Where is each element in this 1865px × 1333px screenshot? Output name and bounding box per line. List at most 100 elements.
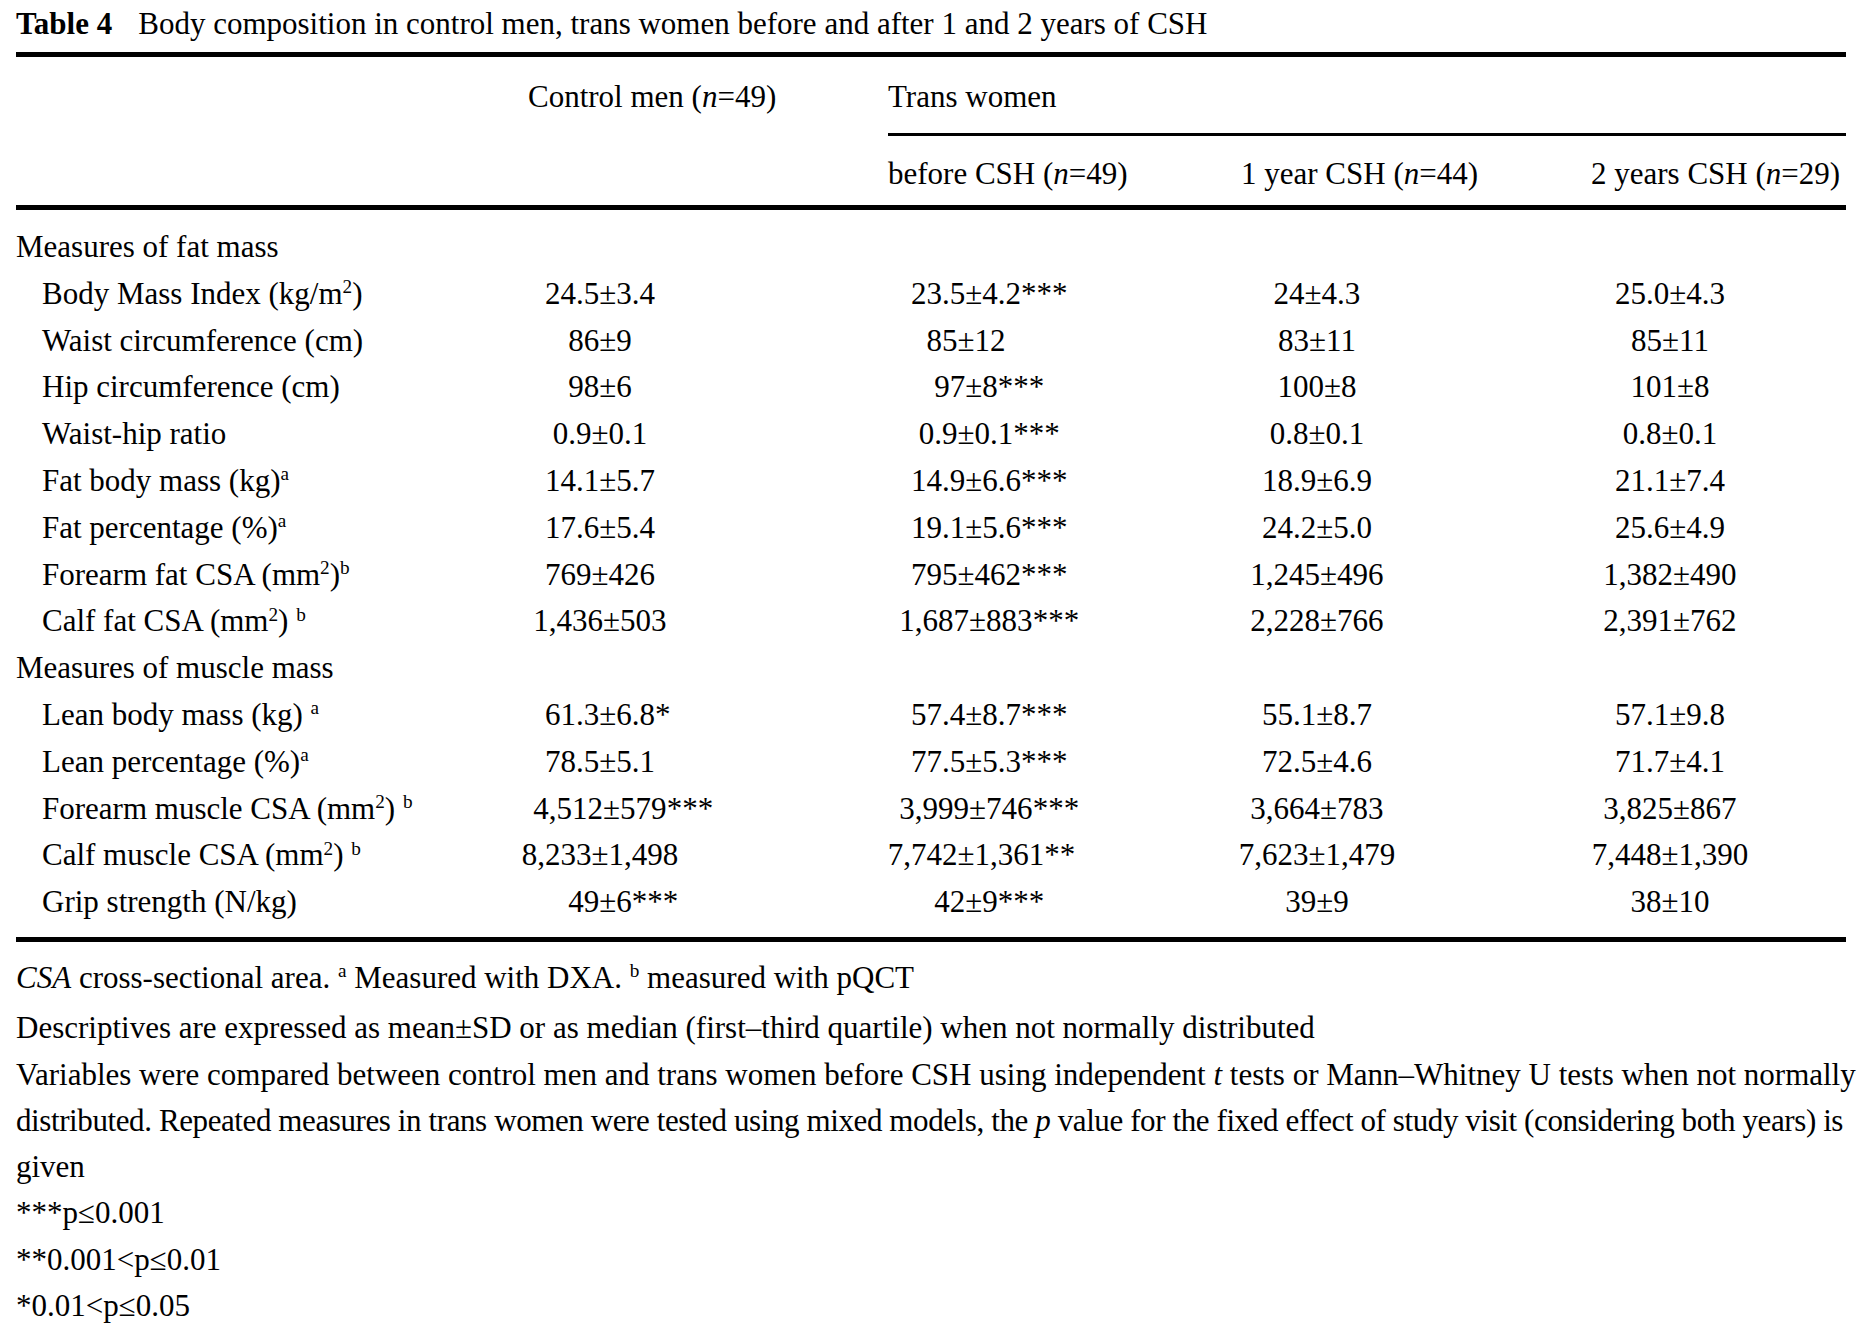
text-segment: =49) [1069, 156, 1128, 191]
table-row: Waist circumference (cm) 86±9 85±12 83±11 85… [0, 318, 1865, 365]
italic-text: n [702, 79, 718, 114]
value: 1,687±883 [899, 603, 1032, 638]
column-group-header-trans-women: Trans women [888, 74, 1057, 121]
value: 1,436±503 [533, 603, 666, 638]
value: 0.8±0.1 [1270, 416, 1365, 451]
value-cell: 7,742±1,361** [816, 832, 1116, 879]
table-caption: Table 4Body composition in control men, … [16, 1, 1207, 47]
value: 7,448±1,390 [1592, 837, 1749, 872]
value-cell: 7,623±1,479 [1167, 832, 1467, 879]
value-cell: 2,228±766 [1167, 598, 1467, 645]
value: 25.6±4.9 [1615, 510, 1725, 545]
text-segment: measured with pQCT [639, 960, 914, 995]
text-segment: value for the fixed effect of study visi… [1050, 1103, 1843, 1138]
text-segment: ) [352, 276, 362, 311]
value: 14.1±5.7 [545, 463, 655, 498]
value: 78.5±5.1 [545, 744, 655, 779]
text-segment: Variables were compared between control … [16, 1057, 1213, 1092]
value-cell: 57.1±9.8 [1520, 692, 1820, 739]
rule-top [16, 52, 1846, 57]
text-segment: =29) [1781, 156, 1840, 191]
value: 24±4.3 [1274, 276, 1361, 311]
value-cell: 14.1±5.7 [450, 458, 750, 505]
italic-text: CSA [16, 960, 71, 995]
text-segment: 2 years CSH ( [1591, 156, 1766, 191]
value-cell: 71.7±4.1 [1520, 739, 1820, 786]
value: 17.6±5.4 [545, 510, 655, 545]
value: 8,233±1,498 [522, 837, 679, 872]
value: 57.4±8.7 [911, 697, 1021, 732]
footnote-line: distributed. Repeated measures in trans … [16, 1098, 1856, 1144]
rule-trans-women [888, 133, 1846, 136]
value: 72.5±4.6 [1262, 744, 1372, 779]
value-cell: 1,382±490 [1520, 552, 1820, 599]
value-cell: 7,448±1,390 [1520, 832, 1820, 879]
superscript-marker: a [278, 510, 287, 531]
table-row: Lean percentage (%)a78.5±5.177.5±5.3***7… [0, 739, 1865, 786]
value-cell: 83±11 [1167, 318, 1467, 365]
value: 85±12 [926, 323, 1005, 358]
table-row: Forearm fat CSA (mm2)b769±426795±462***1… [0, 552, 1865, 599]
value: 21.1±7.4 [1615, 463, 1725, 498]
value: 25.0±4.3 [1615, 276, 1725, 311]
text-segment: Fat body mass (kg) [42, 463, 281, 498]
italic-text: n [1053, 156, 1069, 191]
value-cell: 0.9±0.1 [450, 411, 750, 458]
footnote-line: ***p≤0.001 [16, 1190, 1856, 1236]
value: 795±462 [911, 557, 1021, 592]
value-cell: 1,436±503 [450, 598, 750, 645]
value: 97±8 [934, 369, 998, 404]
value-cell: 21.1±7.4 [1520, 458, 1820, 505]
column-header-before-csh: before CSH (n=49) [888, 151, 1128, 198]
text-segment: Calf muscle CSA (mm [42, 837, 324, 872]
value: 7,742±1,361 [888, 837, 1045, 872]
value-cell: 18.9±6.9 [1167, 458, 1467, 505]
section-title: Measures of fat mass [16, 224, 279, 271]
value: 7,623±1,479 [1239, 837, 1396, 872]
column-header-2-years-csh: 2 years CSH (n=29) [1591, 151, 1840, 198]
value-cell: 14.9±6.6*** [816, 458, 1116, 505]
superscript-marker: b [351, 838, 361, 859]
value-cell: 19.1±5.6*** [816, 505, 1116, 552]
superscript-marker: 2 [320, 557, 330, 578]
value-cell: 0.8±0.1 [1520, 411, 1820, 458]
superscript-marker: a [311, 697, 320, 718]
text-segment: before CSH ( [888, 156, 1053, 191]
superscript-marker: 2 [324, 838, 334, 859]
value-cell: 78.5±5.1 [450, 739, 750, 786]
footnote-line: Descriptives are expressed as mean±SD or… [16, 1005, 1856, 1051]
value: 98±6 [568, 369, 632, 404]
text-segment: Descriptives are expressed as mean±SD or… [16, 1010, 1315, 1045]
value-cell: 4,512±579*** [450, 786, 750, 833]
footnote-line: **0.001<p≤0.01 [16, 1237, 1856, 1283]
section-title: Measures of muscle mass [16, 645, 334, 692]
italic-text: t [1213, 1057, 1222, 1092]
value-cell: 42±9*** [816, 879, 1116, 926]
value-cell: 8,233±1,498 [450, 832, 750, 879]
value-cell: 17.6±5.4 [450, 505, 750, 552]
superscript-marker: b [403, 791, 413, 812]
value: 83±11 [1278, 323, 1356, 358]
value: 85±11 [1631, 323, 1709, 358]
text-segment: *0.01<p≤0.05 [16, 1288, 190, 1323]
value-cell: 25.6±4.9 [1520, 505, 1820, 552]
value-cell: 3,664±783 [1167, 786, 1467, 833]
value-cell: 86±9 [450, 318, 750, 365]
value: 0.9±0.1 [919, 416, 1014, 451]
italic-text: p [1035, 1103, 1050, 1138]
value: 38±10 [1630, 884, 1709, 919]
value: 18.9±6.9 [1262, 463, 1372, 498]
text-segment: **0.001<p≤0.01 [16, 1242, 221, 1277]
superscript-marker: b [340, 557, 350, 578]
row-label: Forearm muscle CSA (mm2) b [42, 786, 413, 837]
value: 4,512±579 [533, 791, 666, 826]
text-segment: Waist circumference (cm) [42, 323, 363, 358]
superscript-marker: 2 [375, 791, 385, 812]
value-cell: 769±426 [450, 552, 750, 599]
text-segment: Grip strength (N/kg) [42, 884, 297, 919]
text-segment: given [16, 1149, 85, 1184]
value: 100±8 [1277, 369, 1356, 404]
value-cell: 77.5±5.3*** [816, 739, 1116, 786]
text-segment: ) [385, 791, 403, 826]
footnote-line: CSA cross-sectional area. a Measured wit… [16, 955, 1856, 1005]
